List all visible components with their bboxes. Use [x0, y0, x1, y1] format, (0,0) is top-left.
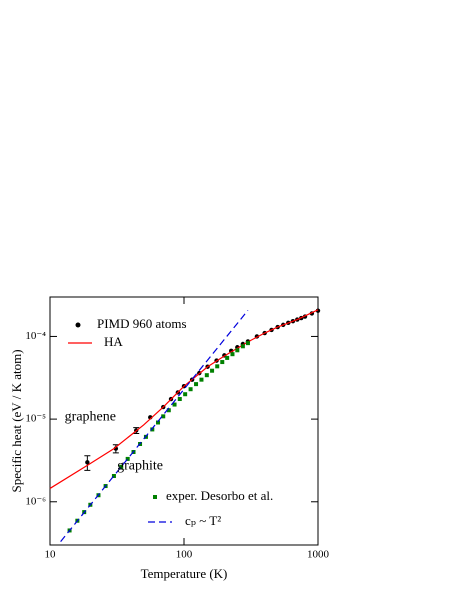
x-tick-label: 100	[176, 549, 193, 561]
y-tick-label: 10⁻⁴	[25, 330, 46, 342]
data-point	[315, 308, 321, 313]
data-point	[225, 355, 230, 360]
x-tick-label: 1000	[307, 549, 330, 561]
data-point	[156, 420, 161, 425]
x-tick-label: 10	[45, 549, 57, 561]
data-point	[125, 456, 130, 461]
series-line	[60, 309, 249, 542]
data-point	[210, 368, 215, 373]
data-point	[183, 392, 188, 397]
data-point	[204, 373, 209, 378]
y-tick-label: 10⁻⁵	[25, 413, 46, 425]
series-line	[49, 309, 319, 489]
data-point	[220, 360, 225, 365]
data-point	[177, 397, 182, 402]
data-point	[199, 377, 204, 382]
annotation: graphene	[65, 410, 116, 425]
data-point	[245, 341, 250, 346]
data-point	[235, 348, 240, 353]
data-point	[215, 364, 220, 369]
data-point	[119, 464, 124, 469]
annotation: graphite	[117, 458, 163, 473]
data-point	[161, 414, 166, 419]
data-point	[230, 352, 235, 357]
data-point	[194, 382, 199, 387]
data-point	[240, 344, 245, 349]
data-point	[150, 427, 155, 432]
legend-label: PIMD 960 atoms	[97, 316, 187, 331]
data-point	[85, 460, 90, 465]
legend-label: exper. Desorbo et al.	[166, 488, 273, 503]
data-point	[111, 474, 116, 479]
legend-marker	[153, 495, 157, 499]
y-tick-label: 10⁻⁶	[25, 495, 46, 507]
data-point	[166, 408, 171, 413]
data-point	[188, 387, 193, 392]
legend-label: cₚ ~ T²	[185, 513, 221, 528]
y-axis-label: Specific heat (eV / K atom)	[9, 349, 24, 492]
legend-label: HA	[104, 334, 123, 349]
data-point	[172, 402, 177, 407]
legend-marker	[75, 322, 81, 328]
x-axis-label: Temperature (K)	[141, 566, 228, 581]
